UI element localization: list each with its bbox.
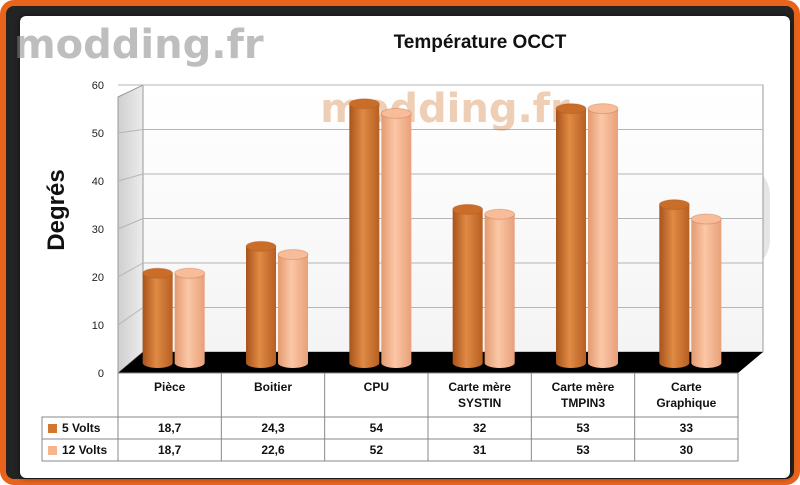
y-tick-label: 20 [92,272,104,284]
category-label: CPU [364,380,389,394]
y-tick-label: 0 [98,368,104,380]
bar-top [587,103,619,115]
category-label: SYSTIN [458,396,501,410]
table-value: 32 [473,421,487,435]
bar-body [588,108,618,363]
bar-base [588,358,618,368]
table-value: 18,7 [158,443,182,457]
grid-line-side [117,218,144,230]
bar-body [349,103,380,364]
chart-title: Température OCCT [394,32,567,53]
bar [174,267,206,368]
bar-body [659,204,690,363]
bar-base [484,358,515,368]
bar [348,98,380,368]
grid-line-side [117,129,144,134]
y-axis-ticks: 0 10 20 30 40 50 60 [92,80,104,380]
grid-line-side [117,173,144,182]
bar [690,213,722,368]
bar-top [348,98,380,110]
bar-body [278,254,308,363]
category-label: Carte mère [448,380,511,394]
table-value: 52 [370,443,384,457]
table-value: 30 [680,443,694,457]
table-value: 22,6 [261,443,285,457]
bar-top [245,240,277,252]
table-value: 33 [680,421,694,435]
y-tick-label: 40 [92,176,104,188]
logo-text: modding.fr [14,22,264,68]
table-value: 31 [473,443,487,457]
bar-base [691,358,722,368]
bar-base [452,358,483,368]
category-label: Carte mère [552,380,615,394]
grid-line-side [117,307,144,326]
side-wall [117,84,144,375]
bar [142,267,174,368]
bar-base [556,358,586,368]
site-logo: modding.fr [14,22,264,68]
legend-label: 5 Volts [62,421,101,435]
data-table: Pièce Boitier CPU Carte mère SYSTIN Carte mèr… [41,372,739,462]
legend-swatch [48,424,57,433]
bar [277,249,309,368]
bar-base [278,358,308,368]
bar-top [690,213,722,225]
bar-top [277,249,309,261]
bar-body [174,273,205,363]
grid-line-side [117,262,144,278]
bar-body [484,214,515,363]
bar-base [381,358,412,368]
table-value: 54 [370,421,384,435]
bar [380,107,412,368]
bar-base [659,358,690,368]
bar-base [174,358,205,368]
bar-top [142,267,174,279]
category-label: Boitier [254,380,292,394]
bar-body [556,108,586,363]
bar-body [691,219,722,363]
table-value: 53 [576,421,590,435]
bar-base [142,358,173,368]
table-value: 53 [576,443,590,457]
bar-top [452,203,484,215]
bar-base [246,358,276,368]
bar-top [484,208,516,220]
category-label: Pièce [154,380,186,394]
bar-body [142,273,173,363]
bars-group [142,98,722,368]
legend-label: 12 Volts [62,443,107,457]
category-label: Carte [671,380,702,394]
category-label: Graphique [656,396,716,410]
bar-top [658,199,690,211]
bar-top [555,103,587,115]
y-tick-label: 30 [92,224,104,236]
bar [484,208,516,368]
legend-swatch [48,446,57,455]
bar-top [174,267,206,279]
bar [658,199,690,368]
y-tick-label: 60 [92,80,104,92]
table-value: 24,3 [261,421,285,435]
category-label: TMPIN3 [561,396,605,410]
bar-body [452,209,483,363]
bar [452,203,484,368]
bar [245,240,277,368]
bar [587,103,619,368]
y-axis-label: Degrés [43,169,70,250]
table-value: 18,7 [158,421,182,435]
bar [555,103,587,368]
y-tick-label: 10 [92,320,104,332]
bar-body [246,246,276,363]
y-tick-label: 50 [92,128,104,140]
bar-body [381,113,412,364]
bar-top [380,107,412,119]
bar-base [349,358,380,368]
